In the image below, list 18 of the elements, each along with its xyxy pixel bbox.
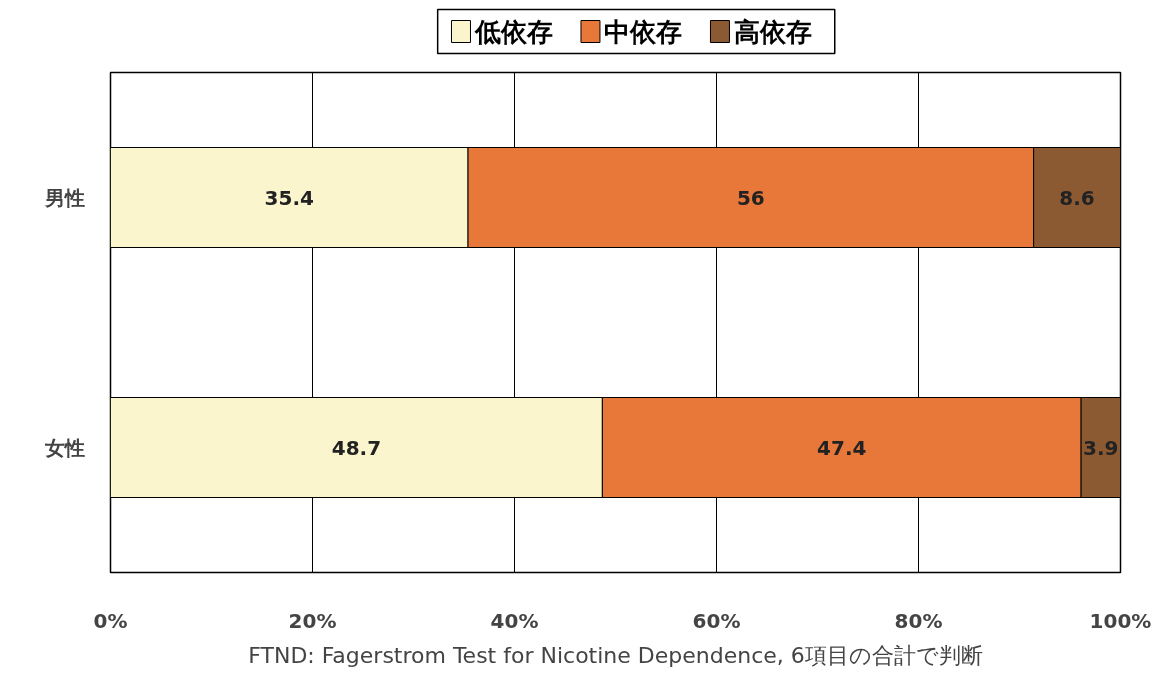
legend-label: 中依存 bbox=[604, 16, 683, 47]
x-tick-label: 100% bbox=[1089, 608, 1152, 633]
x-tick-label: 0% bbox=[93, 608, 128, 633]
x-tick-label: 60% bbox=[692, 608, 741, 633]
y-tick-label: 男性 bbox=[43, 185, 85, 210]
data-label: 3.9 bbox=[1083, 435, 1119, 460]
data-label: 48.7 bbox=[331, 435, 382, 460]
data-label: 35.4 bbox=[264, 185, 314, 210]
data-label: 56 bbox=[736, 185, 765, 210]
x-tick-label: 80% bbox=[894, 608, 943, 633]
text: FTND: Fagerstrom Test for Nicotine Dependence, 6項目の合計で判断 bbox=[248, 642, 983, 668]
y-tick-label: 女性 bbox=[43, 435, 85, 460]
x-tick-label: 20% bbox=[288, 608, 337, 633]
legend-label: 低依存 bbox=[473, 16, 553, 47]
data-label: 47.4 bbox=[817, 435, 867, 460]
x-tick-label: 40% bbox=[490, 608, 539, 633]
data-label: 8.6 bbox=[1059, 185, 1095, 210]
legend-label: 高依存 bbox=[733, 16, 812, 47]
